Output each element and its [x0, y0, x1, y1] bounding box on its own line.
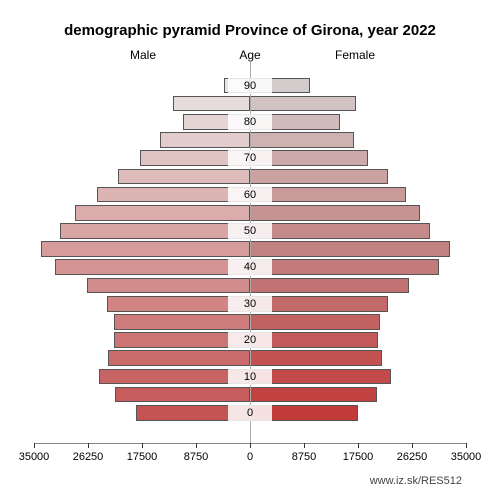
x-tick-label: 8750 — [292, 451, 316, 463]
bar-male — [108, 350, 250, 366]
age-label: 10 — [228, 369, 272, 385]
bar-female — [250, 169, 388, 185]
age-label: 60 — [228, 187, 272, 203]
bar-male — [87, 278, 250, 294]
bar-row: 30 — [34, 295, 466, 313]
bar-female — [250, 187, 406, 203]
x-tick-label: 26250 — [397, 451, 428, 463]
bar-male — [60, 223, 250, 239]
x-tick — [358, 443, 359, 448]
x-tick — [412, 443, 413, 448]
bar-female — [250, 350, 382, 366]
x-tick — [304, 443, 305, 448]
bar-female — [250, 96, 356, 112]
bar-male — [75, 205, 250, 221]
bar-female — [250, 241, 450, 257]
bar-male — [115, 387, 250, 403]
x-tick — [88, 443, 89, 448]
bar-male — [173, 96, 250, 112]
label-female: Female — [335, 48, 375, 62]
label-male: Male — [130, 48, 156, 62]
age-label: 80 — [228, 114, 272, 130]
age-label: 50 — [228, 223, 272, 239]
bar-row: 40 — [34, 258, 466, 276]
x-tick-label: 8750 — [184, 451, 208, 463]
bar-row: 0 — [34, 404, 466, 422]
bar-row: 50 — [34, 222, 466, 240]
x-tick — [250, 443, 251, 448]
chart-title: demographic pyramid Province of Girona, … — [0, 22, 500, 39]
x-tick — [196, 443, 197, 448]
x-tick — [142, 443, 143, 448]
age-label: 40 — [228, 259, 272, 275]
bar-male — [114, 314, 250, 330]
bar-female — [250, 132, 354, 148]
x-tick-label: 17500 — [127, 451, 158, 463]
x-tick-label: 35000 — [19, 451, 50, 463]
bar-female — [250, 259, 439, 275]
x-tick-label: 0 — [247, 451, 253, 463]
bar-row: 20 — [34, 331, 466, 349]
bar-row: 80 — [34, 113, 466, 131]
bar-row: 10 — [34, 368, 466, 386]
bar-female — [250, 387, 377, 403]
x-tick-label: 26250 — [73, 451, 104, 463]
bar-female — [250, 205, 420, 221]
bar-female — [250, 314, 380, 330]
label-age: Age — [239, 48, 260, 62]
bar-female — [250, 278, 409, 294]
plot-area: 9080706050403020100350002625017500875008… — [34, 62, 466, 444]
age-label: 70 — [228, 150, 272, 166]
x-tick — [466, 443, 467, 448]
x-tick-label: 35000 — [451, 451, 482, 463]
bar-row: 70 — [34, 149, 466, 167]
age-label: 20 — [228, 332, 272, 348]
source-text: www.iz.sk/RES512 — [370, 475, 462, 487]
bar-row: 90 — [34, 77, 466, 95]
pyramid-chart: demographic pyramid Province of Girona, … — [0, 0, 500, 500]
bar-male — [41, 241, 250, 257]
age-label: 30 — [228, 296, 272, 312]
bar-row: 60 — [34, 186, 466, 204]
bar-male — [118, 169, 250, 185]
age-label: 90 — [228, 78, 272, 94]
x-tick-label: 17500 — [343, 451, 374, 463]
age-label: 0 — [228, 405, 272, 421]
bar-female — [250, 223, 430, 239]
bar-male — [160, 132, 250, 148]
bar-male — [55, 259, 250, 275]
x-tick — [34, 443, 35, 448]
